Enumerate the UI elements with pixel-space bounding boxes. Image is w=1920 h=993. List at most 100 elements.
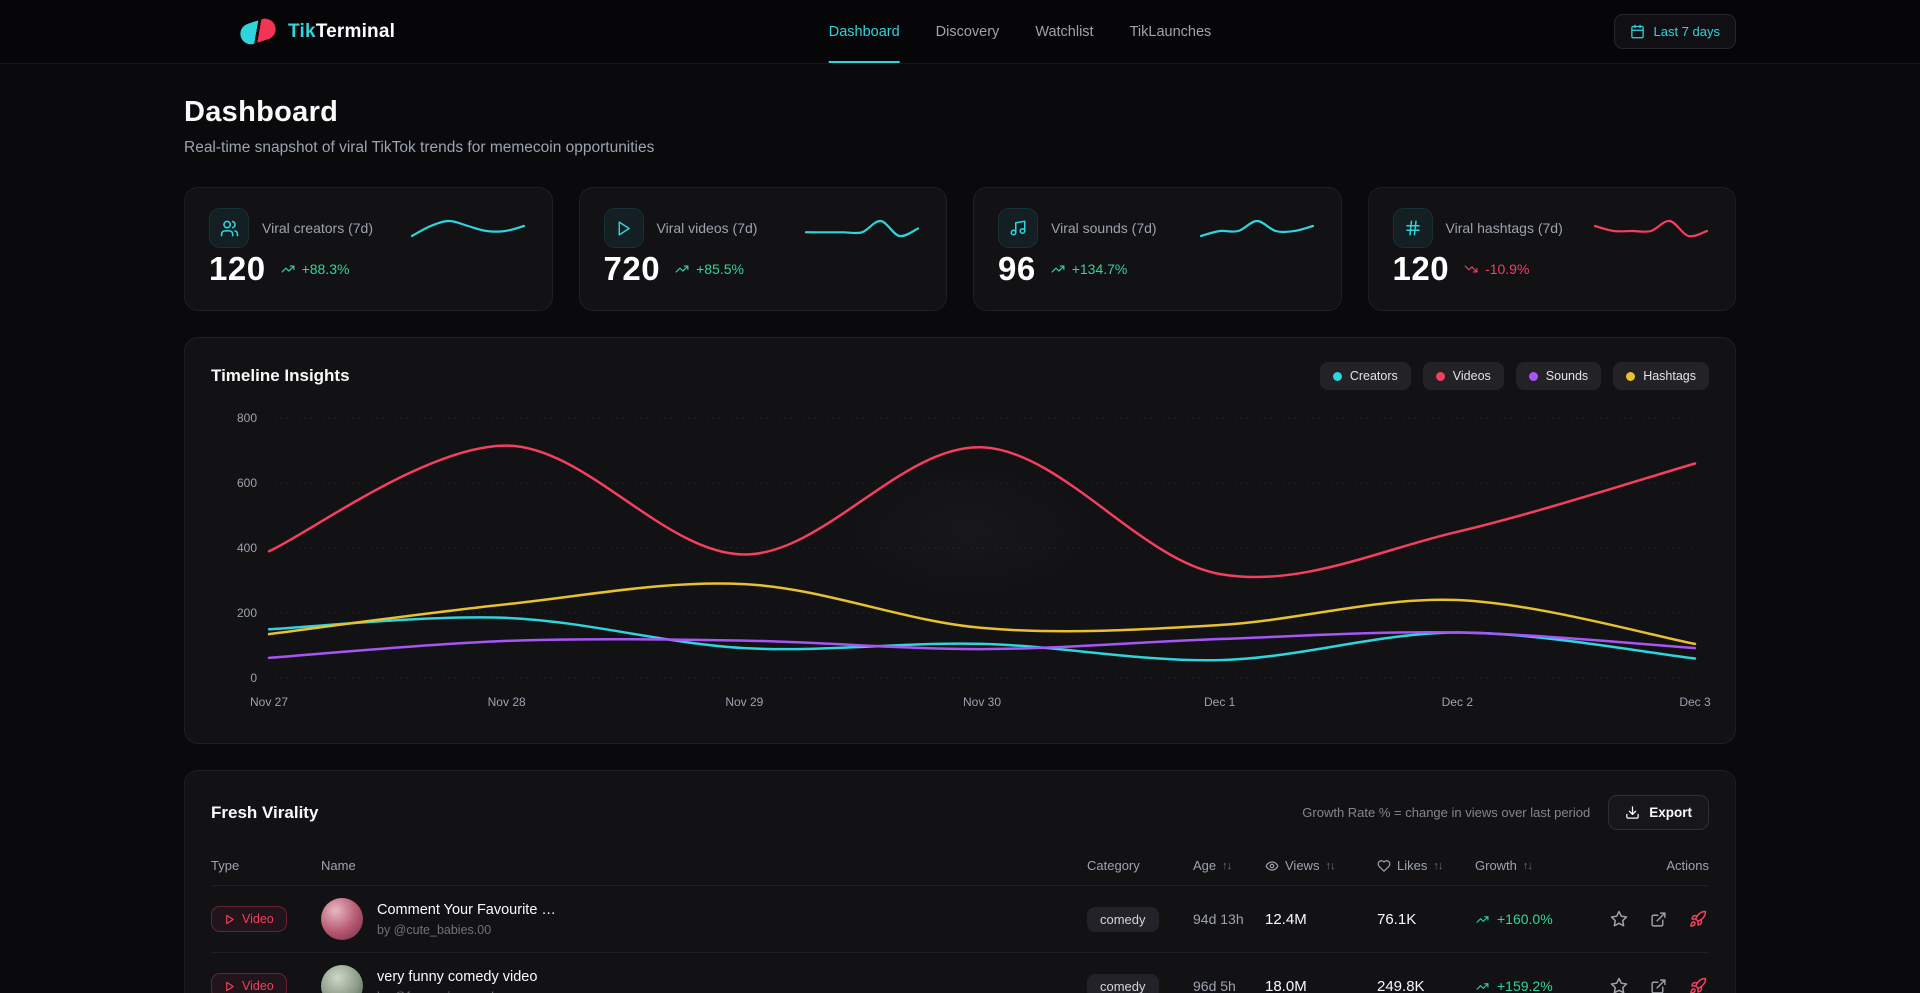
video-title[interactable]: Comment Your Favourite …	[377, 901, 556, 918]
hashtag-icon	[1392, 208, 1433, 248]
table-header-row: Type Name Category Age ↑↓ Views ↑↓ Likes ↑↓…	[211, 848, 1709, 885]
sparkline-creators	[410, 219, 525, 238]
stat-label: Viral videos (7d)	[656, 220, 758, 236]
svg-text:600: 600	[237, 476, 257, 490]
video-title[interactable]: very funny comedy video	[377, 968, 538, 985]
col-likes[interactable]: Likes ↑↓	[1377, 858, 1475, 873]
timeline-insights-panel: Timeline Insights Creators Videos Sounds…	[184, 337, 1736, 744]
sort-icon: ↑↓	[1433, 859, 1443, 872]
stat-change: +134.7%	[1071, 261, 1128, 277]
avatar	[321, 898, 363, 940]
play-icon	[226, 914, 234, 924]
stat-value: 720	[603, 250, 661, 287]
trend-down-icon	[1464, 265, 1478, 273]
trend-up-icon	[281, 265, 294, 273]
svg-text:Nov 30: Nov 30	[963, 695, 1001, 709]
trend-up-icon	[1051, 265, 1065, 273]
stat-value: 120	[209, 250, 266, 287]
page-title: Dashboard	[184, 96, 339, 128]
views-value: 12.4M	[1265, 910, 1307, 928]
stat-card-videos[interactable]: Viral videos (7d) 720 +85.5%	[578, 187, 947, 311]
music-icon	[998, 208, 1038, 248]
nav-dashboard[interactable]: Dashboard	[828, 0, 900, 63]
users-icon	[209, 208, 249, 248]
timeline-line-chart[interactable]: 0 200 400 600 800 Nov 27 Nov 28 Nov 29 Nov 30 Dec…	[211, 404, 1711, 714]
svg-text:400: 400	[237, 541, 257, 555]
stat-value: 96	[998, 250, 1036, 287]
sparkline-videos	[804, 219, 920, 238]
likes-value: 249.8K	[1377, 977, 1425, 993]
stat-card-hashtags[interactable]: Viral hashtags (7d) 120 -10.9%	[1367, 187, 1736, 311]
nav-tiklaunches[interactable]: TikLaunches	[1129, 23, 1212, 40]
sparkline-hashtags	[1593, 219, 1709, 238]
col-category: Category	[1087, 858, 1140, 873]
chart-legend: Creators Videos Sounds Hashtags	[1319, 362, 1709, 390]
likes-value: 76.1K	[1377, 910, 1417, 928]
rocket-launch-button[interactable]	[1689, 977, 1707, 993]
video-author: by @funnymixcomedy	[377, 990, 537, 993]
type-badge[interactable]: Video	[211, 906, 287, 932]
nav-watchlist[interactable]: Watchlist	[1035, 23, 1094, 40]
svg-text:800: 800	[237, 411, 257, 425]
export-button[interactable]: Export	[1608, 795, 1709, 830]
date-range-button[interactable]: Last 7 days	[1613, 14, 1736, 49]
watchlist-star-button[interactable]	[1610, 977, 1628, 993]
stat-card-sounds[interactable]: Viral sounds (7d) 96 +134.7%	[973, 187, 1342, 311]
top-header: TikTerminal Dashboard Discovery Watchlis…	[0, 0, 1920, 64]
stat-change: +88.3%	[301, 261, 350, 277]
col-views[interactable]: Views ↑↓	[1265, 858, 1377, 873]
eye-icon	[1265, 860, 1279, 871]
external-link-button[interactable]	[1650, 978, 1667, 993]
col-actions: Actions	[1666, 858, 1709, 873]
main-nav: Dashboard Discovery Watchlist TikLaunche…	[828, 0, 1212, 63]
col-name: Name	[321, 858, 356, 873]
date-range-label: Last 7 days	[1653, 24, 1721, 39]
svg-text:Nov 28: Nov 28	[488, 695, 526, 709]
play-icon	[603, 208, 644, 248]
download-icon	[1626, 806, 1639, 819]
col-growth[interactable]: Growth ↑↓	[1475, 858, 1533, 873]
brand-name: TikTerminal	[288, 20, 396, 42]
trend-up-icon	[1476, 915, 1489, 923]
stat-label: Viral hashtags (7d)	[1445, 220, 1563, 236]
trend-up-icon	[1476, 982, 1489, 990]
stat-change: -10.9%	[1485, 261, 1530, 277]
svg-text:0: 0	[250, 671, 257, 685]
legend-sounds[interactable]: Sounds	[1515, 362, 1602, 390]
stat-card-creators[interactable]: Viral creators (7d) 120 +88.3%	[184, 187, 553, 311]
growth-value: +160.0%	[1497, 911, 1553, 927]
tikterminal-pill-icon	[237, 15, 279, 48]
nav-discovery[interactable]: Discovery	[935, 23, 1000, 40]
export-label: Export	[1649, 805, 1692, 820]
external-link-button[interactable]	[1650, 911, 1667, 928]
video-author: by @cute_babies.00	[377, 922, 492, 937]
type-badge[interactable]: Video	[211, 973, 287, 993]
play-icon	[226, 981, 234, 991]
category-badge: comedy	[1087, 906, 1159, 932]
sparkline-sounds	[1199, 219, 1314, 238]
brand-logo[interactable]: TikTerminal	[237, 15, 396, 48]
stat-cards: Viral creators (7d) 120 +88.3% Viral vid…	[184, 187, 1736, 311]
watchlist-star-button[interactable]	[1610, 910, 1628, 928]
hashtags-dot	[1626, 371, 1636, 381]
rocket-launch-button[interactable]	[1689, 910, 1707, 928]
creators-dot	[1332, 371, 1342, 381]
growth-rate-note: Growth Rate % = change in views over las…	[1302, 805, 1591, 820]
virality-table: Type Name Category Age ↑↓ Views ↑↓ Likes ↑↓…	[211, 848, 1709, 993]
svg-text:Nov 27: Nov 27	[250, 695, 288, 709]
svg-text:200: 200	[237, 606, 257, 620]
sort-icon: ↑↓	[1325, 859, 1335, 872]
table-row[interactable]: Video Comment Your Favourite … by @cute_…	[211, 885, 1709, 952]
videos-dot	[1435, 371, 1445, 381]
sounds-dot	[1528, 371, 1538, 381]
legend-creators[interactable]: Creators	[1319, 362, 1411, 390]
svg-text:Nov 29: Nov 29	[725, 695, 763, 709]
col-age[interactable]: Age ↑↓	[1193, 858, 1232, 873]
legend-videos[interactable]: Videos	[1422, 362, 1504, 390]
legend-hashtags[interactable]: Hashtags	[1613, 362, 1709, 390]
fresh-virality-title: Fresh Virality	[211, 802, 319, 822]
stat-label: Viral creators (7d)	[262, 220, 374, 236]
sort-icon: ↑↓	[1522, 859, 1533, 872]
table-row[interactable]: Video very funny comedy video by @funnym…	[211, 952, 1709, 993]
age-value: 96d 5h	[1193, 977, 1236, 993]
